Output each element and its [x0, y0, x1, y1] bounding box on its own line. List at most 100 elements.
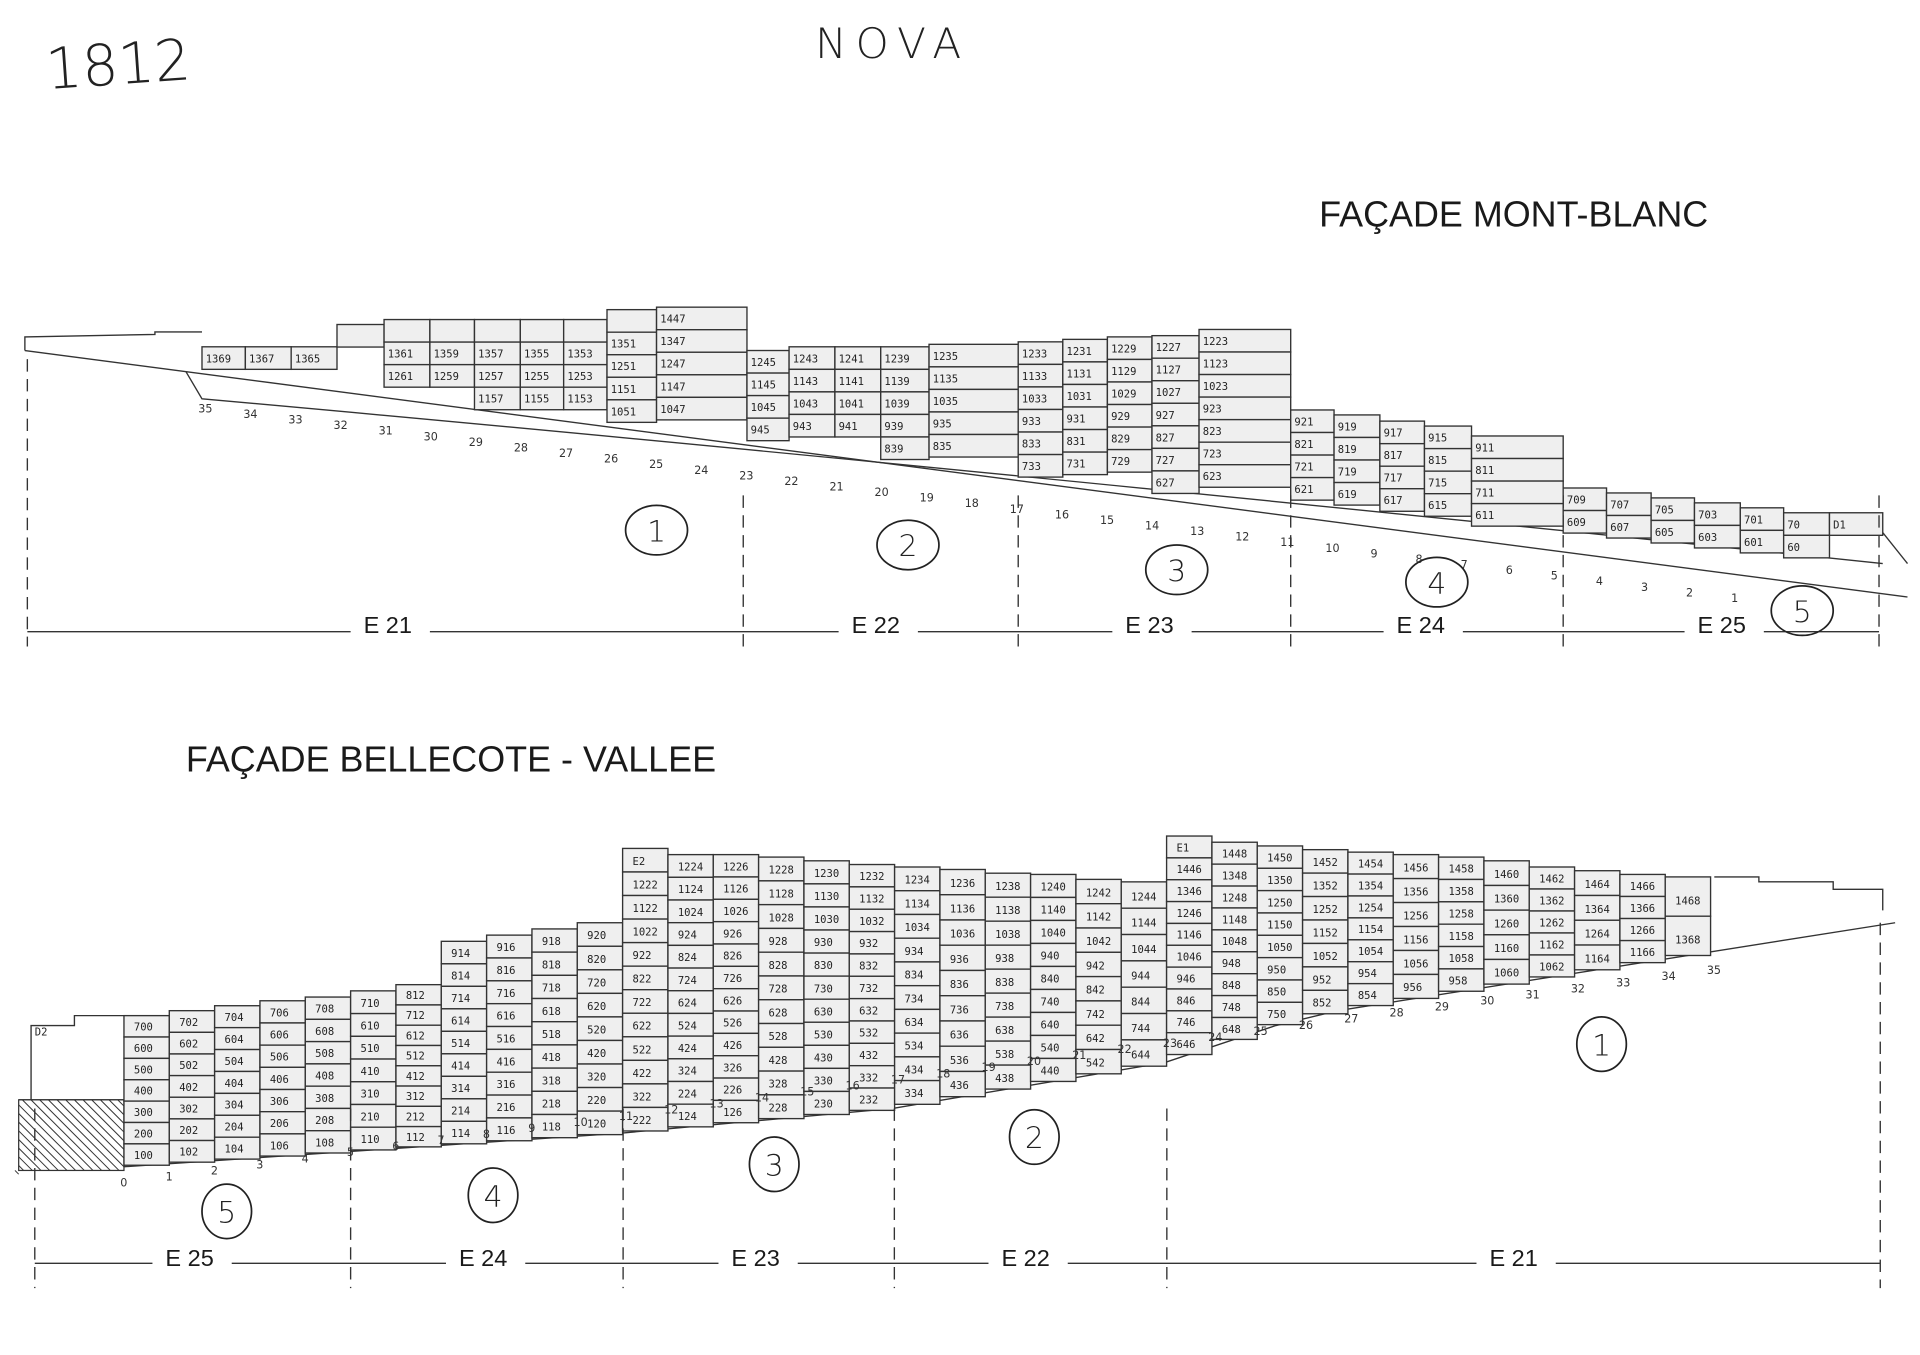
panel-label: 819: [1338, 444, 1357, 456]
panel-label: 1357: [478, 349, 503, 361]
zone-circle: [876, 519, 940, 571]
slope-tick-label: 3: [256, 1158, 263, 1171]
label-gap: [1112, 614, 1192, 640]
panel-label: 222: [633, 1115, 652, 1127]
panel-label: 1223: [1203, 336, 1228, 348]
panel-label: 426: [723, 1040, 742, 1052]
panel-label: 1239: [884, 353, 909, 365]
label-gap: [152, 1246, 232, 1271]
panel-label: 114: [451, 1128, 470, 1140]
panel-label: 710: [361, 998, 380, 1010]
slope-tick-label: 34: [1662, 970, 1676, 983]
panel-label: 1046: [1177, 952, 1202, 964]
panel-label: 1238: [995, 881, 1020, 893]
slope-tick-label: 26: [604, 453, 618, 466]
panel-label: 1036: [950, 929, 975, 941]
panel-label: 1355: [524, 349, 549, 361]
panel-label: 322: [633, 1091, 652, 1103]
panel-cell: [1075, 1048, 1122, 1075]
panel-label: 1452: [1312, 857, 1337, 869]
panel-label: 928: [769, 936, 788, 948]
slope-tick-label: 7: [438, 1134, 445, 1147]
panel-label: 930: [814, 937, 833, 949]
panel-label: 408: [315, 1070, 334, 1082]
slope-tick-label: 8: [1416, 553, 1423, 566]
panel-label: 210: [361, 1111, 380, 1123]
panel-label: 816: [497, 965, 516, 977]
panel-label: 526: [723, 1018, 742, 1030]
panel-label: 638: [995, 1025, 1014, 1037]
panel-label: 1347: [660, 336, 685, 348]
panel-label: 921: [1294, 416, 1313, 428]
panel-label: 1356: [1403, 886, 1428, 898]
slope-tick-label: 28: [1390, 1007, 1404, 1020]
panel-label: 733: [1022, 461, 1041, 473]
zone-number: 3: [765, 1148, 784, 1183]
panel-cell: [336, 323, 385, 348]
panel-label: 216: [497, 1102, 516, 1114]
slope-tick-label: 33: [288, 414, 302, 427]
panel-label: 1031: [1067, 391, 1092, 403]
roof-line: [24, 331, 202, 351]
panel-label: 1360: [1494, 894, 1519, 906]
panel-label: 514: [451, 1038, 470, 1050]
panel-cell: [1120, 960, 1168, 988]
panel-label: 815: [1428, 455, 1447, 467]
panel-label: 1024: [678, 907, 703, 919]
slope-tick-label: 14: [1145, 519, 1159, 532]
panel-label: 1348: [1222, 870, 1247, 882]
panel-label: 640: [1041, 1020, 1060, 1032]
hatch-line: [56, 1099, 125, 1168]
panel-label: 528: [769, 1031, 788, 1043]
panel-label: 530: [814, 1029, 833, 1041]
panel-label: 830: [814, 960, 833, 972]
panel-label: 108: [315, 1137, 334, 1149]
panel-label: 620: [587, 1001, 606, 1013]
panel-label: 746: [1177, 1017, 1196, 1029]
slope-tick-label: 27: [1344, 1013, 1358, 1026]
panel-label: 832: [859, 961, 878, 973]
slope-tick-label: 9: [1370, 547, 1377, 560]
panel-label: 1464: [1584, 879, 1609, 891]
section-label: E 25: [165, 1245, 213, 1271]
panel-label: 1232: [859, 871, 884, 883]
panel-cell: [429, 318, 476, 343]
panel-label: 510: [361, 1043, 380, 1055]
panel-cell: [290, 346, 338, 371]
panel-cell: [1483, 934, 1530, 961]
slope-tick-label: 35: [198, 402, 212, 415]
panel-label: 1364: [1584, 904, 1609, 916]
panel-label: 1447: [660, 314, 685, 326]
panel-label: 722: [633, 997, 652, 1009]
panel-label: 300: [134, 1107, 153, 1119]
panel-label: 402: [179, 1082, 198, 1094]
panel-label: 840: [1041, 974, 1060, 986]
panel-label: 919: [1338, 421, 1357, 433]
panel-label: 1466: [1630, 881, 1655, 893]
panel-label: 736: [950, 1004, 969, 1016]
panel-label: 1262: [1539, 917, 1564, 929]
panel-label: 428: [769, 1055, 788, 1067]
panel-label: 1365: [295, 353, 320, 365]
panel-label: 502: [179, 1060, 198, 1072]
panel-label: 1162: [1539, 939, 1564, 951]
panel-label: 646: [1177, 1039, 1196, 1051]
panel-label: 946: [1177, 973, 1196, 985]
zone-number: 2: [1025, 1121, 1044, 1156]
section-label: E 23: [731, 1245, 779, 1271]
slope-tick-label: 20: [1027, 1055, 1041, 1068]
zone-number: 3: [1167, 554, 1186, 589]
panel-label: 734: [905, 993, 924, 1005]
panel-label: 1231: [1067, 346, 1092, 358]
panel-label: 212: [406, 1112, 425, 1124]
panel-label: 1144: [1131, 918, 1156, 930]
panel-label: 1362: [1539, 895, 1564, 907]
panel-label: 1458: [1448, 864, 1473, 876]
panel-label: 648: [1222, 1024, 1241, 1036]
section-label: E 24: [1397, 612, 1445, 638]
panel-label: 617: [1384, 495, 1403, 507]
panel-label: 1134: [905, 898, 930, 910]
panel-label: 1252: [1312, 904, 1337, 916]
slope-tick-label: 33: [1616, 976, 1630, 989]
panel-label: 911: [1475, 442, 1494, 454]
